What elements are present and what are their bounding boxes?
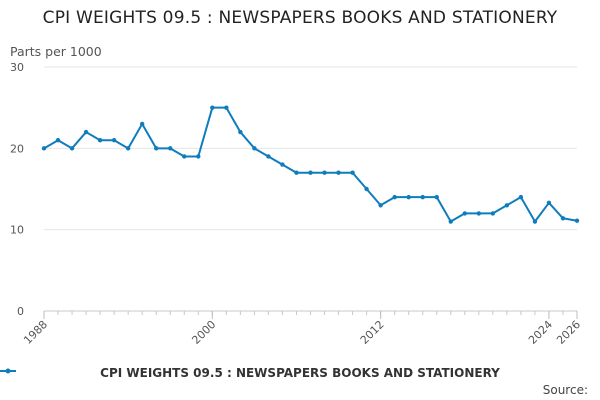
legend-label: CPI WEIGHTS 09.5 : NEWSPAPERS BOOKS AND … — [100, 366, 500, 380]
x-tick-label-2012: 2012 — [358, 318, 387, 347]
data-point-2006[interactable] — [294, 170, 299, 175]
legend-line-marker-icon — [0, 368, 16, 374]
data-point-2004[interactable] — [266, 154, 271, 159]
data-point-1988[interactable] — [41, 146, 47, 151]
data-point-2010[interactable] — [350, 170, 355, 175]
data-point-1997[interactable] — [168, 146, 173, 151]
data-point-2009[interactable] — [336, 170, 341, 175]
y-tick-label-0: 0 — [17, 305, 24, 318]
series-layer — [41, 105, 580, 224]
data-point-2016[interactable] — [434, 194, 439, 200]
gridlines — [44, 66, 577, 231]
y-axis-unit-label: Parts per 1000 — [10, 44, 102, 59]
data-point-2001[interactable] — [224, 105, 229, 110]
x-axis: 1988 2000 2012 2024 2026 — [21, 310, 583, 347]
x-tick-label-2000: 2000 — [189, 318, 218, 347]
data-point-1996[interactable] — [154, 146, 159, 151]
y-axis: 0 10 20 30 — [10, 61, 24, 318]
data-point-2003[interactable] — [252, 146, 257, 151]
data-point-2019[interactable] — [476, 211, 482, 216]
data-point-2005[interactable] — [280, 162, 285, 167]
x-tick-label-2026: 2026 — [554, 318, 583, 347]
data-point-2014[interactable] — [406, 194, 411, 200]
data-point-1999[interactable] — [196, 154, 201, 159]
data-point-2023[interactable] — [532, 219, 538, 224]
y-tick-label-30: 30 — [10, 61, 24, 74]
data-point-1991[interactable] — [83, 129, 89, 135]
data-point-2024[interactable] — [546, 200, 552, 206]
data-point-1992[interactable] — [97, 138, 103, 143]
data-point-1989[interactable] — [55, 138, 61, 143]
data-point-1998[interactable] — [182, 154, 187, 159]
data-point-2011[interactable] — [364, 186, 369, 192]
data-point-2015[interactable] — [420, 194, 425, 200]
data-point-2012[interactable] — [378, 203, 383, 208]
legend[interactable]: CPI WEIGHTS 09.5 : NEWSPAPERS BOOKS AND … — [0, 366, 600, 380]
data-point-2020[interactable] — [490, 211, 496, 216]
data-point-2013[interactable] — [392, 194, 397, 200]
x-tick-label-2024: 2024 — [526, 318, 555, 347]
data-point-2017[interactable] — [448, 219, 453, 224]
data-point-2022[interactable] — [518, 194, 524, 200]
source-label: Source: — [542, 383, 588, 397]
data-point-2021[interactable] — [504, 203, 510, 208]
data-point-2000[interactable] — [210, 105, 215, 110]
data-point-2025[interactable] — [560, 216, 566, 221]
y-tick-label-20: 20 — [10, 142, 24, 155]
chart-title: CPI WEIGHTS 09.5 : NEWSPAPERS BOOKS AND … — [42, 8, 558, 28]
data-point-1995[interactable] — [139, 121, 145, 127]
series-line-0 — [43, 106, 578, 223]
data-point-2026[interactable] — [574, 218, 580, 223]
data-point-2002[interactable] — [238, 129, 243, 135]
x-tick-label-1988: 1988 — [21, 318, 50, 347]
data-point-2007[interactable] — [308, 170, 313, 175]
data-point-2008[interactable] — [322, 170, 327, 175]
y-tick-label-10: 10 — [10, 224, 24, 237]
data-point-2018[interactable] — [462, 211, 467, 216]
data-point-1990[interactable] — [69, 146, 75, 151]
data-point-1993[interactable] — [111, 138, 117, 143]
data-point-1994[interactable] — [125, 146, 131, 151]
